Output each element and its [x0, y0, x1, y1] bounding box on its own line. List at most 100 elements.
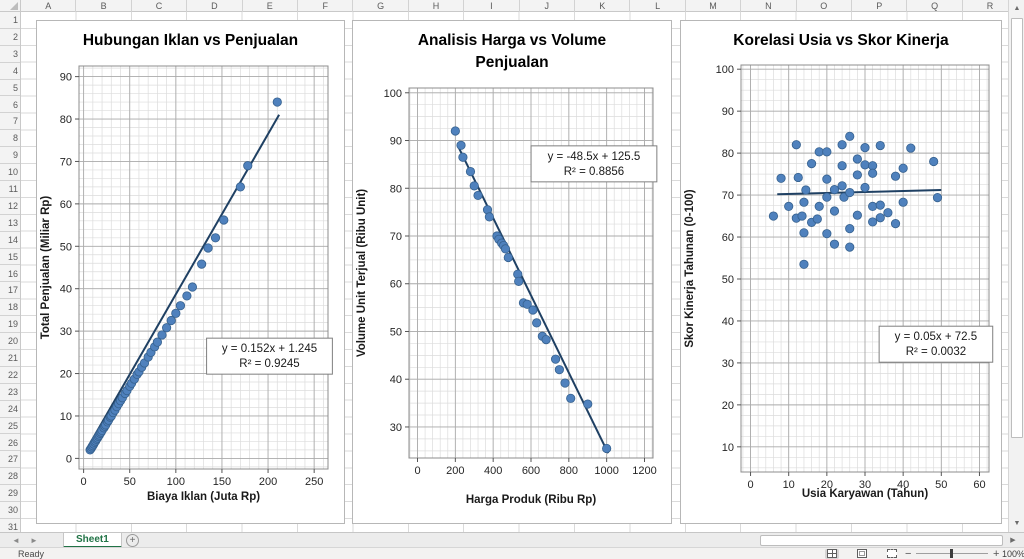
svg-text:40: 40 — [722, 316, 734, 328]
svg-text:400: 400 — [484, 465, 502, 477]
column-header-F[interactable]: F — [298, 0, 354, 12]
row-header-3[interactable]: 3 — [0, 46, 20, 63]
row-header-26[interactable]: 26 — [0, 435, 20, 452]
column-header-B[interactable]: B — [76, 0, 132, 12]
zoom-slider-thumb[interactable] — [950, 549, 953, 558]
column-header-G[interactable]: G — [353, 0, 409, 12]
column-header-E[interactable]: E — [243, 0, 298, 12]
column-header-N[interactable]: N — [741, 0, 797, 12]
svg-text:30: 30 — [859, 479, 871, 491]
column-header-L[interactable]: L — [630, 0, 686, 12]
vertical-scrollbar-thumb[interactable] — [1011, 18, 1023, 438]
zoom-out-button[interactable]: − — [905, 548, 912, 559]
row-header-4[interactable]: 4 — [0, 63, 20, 80]
scroll-down-button[interactable]: ▼ — [1010, 516, 1024, 531]
row-header-13[interactable]: 13 — [0, 215, 20, 232]
data-points[interactable] — [450, 126, 612, 454]
row-header-21[interactable]: 21 — [0, 350, 20, 367]
page-break-glyph — [887, 549, 897, 558]
sheet-tab-sheet1[interactable]: Sheet1 — [63, 533, 122, 548]
row-header-5[interactable]: 5 — [0, 80, 20, 97]
row-header-20[interactable]: 20 — [0, 333, 20, 350]
column-header-I[interactable]: I — [464, 0, 520, 12]
page-break-view-icon[interactable] — [885, 549, 899, 559]
page-layout-view-icon[interactable] — [855, 549, 869, 559]
y-axis-title: Volume Unit Terjual (Ribu Unit) — [356, 189, 368, 357]
svg-text:20: 20 — [60, 369, 72, 381]
column-header-D[interactable]: D — [187, 0, 243, 12]
svg-text:800: 800 — [560, 465, 578, 477]
row-header-22[interactable]: 22 — [0, 367, 20, 384]
column-header-M[interactable]: M — [686, 0, 742, 12]
zoom-in-button[interactable]: + — [993, 548, 1000, 559]
svg-text:y = 0.152x + 1.245: y = 0.152x + 1.245 — [222, 343, 317, 355]
svg-text:90: 90 — [60, 72, 72, 84]
tab-scroll-left-icon[interactable]: ◄ — [12, 536, 20, 545]
trendline-equation-box[interactable]: y = 0.152x + 1.245 R² = 0.9245 — [206, 337, 333, 375]
zoom-level[interactable]: 100% — [1002, 549, 1024, 559]
new-sheet-button[interactable]: + — [126, 534, 139, 547]
svg-text:60: 60 — [390, 279, 402, 291]
row-header-7[interactable]: 7 — [0, 113, 20, 131]
row-header-16[interactable]: 16 — [0, 266, 20, 283]
column-header-Q[interactable]: Q — [907, 0, 963, 12]
svg-text:10: 10 — [722, 442, 734, 454]
tab-scroll-right-icon[interactable]: ► — [30, 536, 38, 545]
row-header-15[interactable]: 15 — [0, 249, 20, 266]
svg-text:200: 200 — [259, 476, 277, 488]
select-all-corner[interactable] — [0, 0, 21, 12]
trendline-equation-box[interactable]: y = 0.05x + 72.5 R² = 0.0032 — [878, 325, 994, 363]
row-header-14[interactable]: 14 — [0, 232, 20, 249]
horizontal-scrollbar-thumb[interactable] — [760, 535, 1003, 546]
svg-text:50: 50 — [390, 326, 402, 338]
chart-1[interactable]: Hubungan Iklan vs Penjualan 0 50 100 150 200 2… — [36, 20, 345, 524]
chart-2[interactable]: Analisis Harga vs Volume Penjualan 0 200 400… — [352, 20, 672, 524]
row-header-9[interactable]: 9 — [0, 147, 20, 165]
row-header-19[interactable]: 19 — [0, 316, 20, 334]
row-header-12[interactable]: 12 — [0, 198, 20, 215]
row-header-27[interactable]: 27 — [0, 451, 20, 469]
chart-3[interactable]: Korelasi Usia vs Skor Kinerja 0 10 20 30 40 50… — [680, 20, 1002, 524]
row-header-30[interactable]: 30 — [0, 502, 20, 519]
row-header-23[interactable]: 23 — [0, 384, 20, 401]
row-header-18[interactable]: 18 — [0, 299, 20, 317]
scroll-right-button[interactable]: ▶ — [1010, 537, 1016, 544]
row-header-29[interactable]: 29 — [0, 485, 20, 503]
column-header-H[interactable]: H — [409, 0, 465, 12]
row-header-10[interactable]: 10 — [0, 164, 20, 181]
vertical-scrollbar[interactable]: ▲ ▼ — [1008, 0, 1024, 532]
svg-text:250: 250 — [305, 476, 323, 488]
normal-view-icon[interactable] — [825, 549, 839, 559]
row-header-25[interactable]: 25 — [0, 418, 20, 435]
row-header-28[interactable]: 28 — [0, 468, 20, 486]
row-header-17[interactable]: 17 — [0, 282, 20, 300]
svg-text:50: 50 — [722, 274, 734, 286]
row-header-2[interactable]: 2 — [0, 29, 20, 46]
column-header-A[interactable]: A — [21, 0, 77, 12]
data-points[interactable] — [85, 97, 282, 455]
scroll-up-button[interactable]: ▲ — [1010, 1, 1024, 16]
svg-text:10: 10 — [60, 411, 72, 423]
svg-text:80: 80 — [60, 114, 72, 126]
svg-text:0: 0 — [747, 479, 753, 491]
svg-text:y = 0.05x + 72.5: y = 0.05x + 72.5 — [895, 331, 977, 343]
row-header-8[interactable]: 8 — [0, 130, 20, 148]
row-header-1[interactable]: 1 — [0, 12, 20, 29]
column-header-P[interactable]: P — [852, 0, 908, 12]
trendline[interactable] — [456, 144, 610, 454]
svg-text:R² = 0.8856: R² = 0.8856 — [564, 166, 624, 178]
row-header-6[interactable]: 6 — [0, 97, 20, 114]
normal-view-glyph — [827, 549, 837, 558]
row-header-24[interactable]: 24 — [0, 401, 20, 418]
tick-labels: 0 200 400 600 800 1000 1200 30 40 50 60 70 80 90 100 — [384, 88, 657, 477]
row-header-31[interactable]: 31 — [0, 519, 20, 532]
data-points[interactable] — [768, 131, 943, 269]
column-header-O[interactable]: O — [797, 0, 852, 12]
column-header-K[interactable]: K — [575, 0, 631, 12]
trendline-equation-box[interactable]: y = -48.5x + 125.5 R² = 0.8856 — [530, 145, 658, 183]
row-header-11[interactable]: 11 — [0, 181, 20, 198]
column-header-C[interactable]: C — [132, 0, 188, 12]
svg-text:100: 100 — [716, 64, 734, 76]
chart-title: Penjualan — [475, 54, 548, 71]
column-header-J[interactable]: J — [520, 0, 575, 12]
